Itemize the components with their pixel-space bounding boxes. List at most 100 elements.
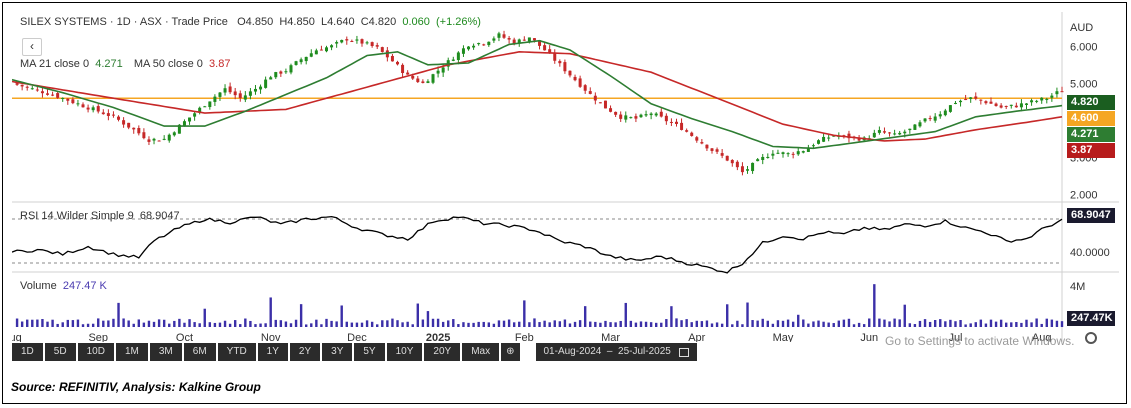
volume-bar <box>568 323 572 327</box>
candle-body <box>822 136 826 142</box>
candle-body <box>776 152 780 154</box>
volume-bar <box>862 324 866 327</box>
candle-body <box>538 40 542 46</box>
high-value: 4.850 <box>287 16 315 28</box>
back-button[interactable]: ‹ <box>22 38 42 56</box>
volume-bar <box>710 323 714 327</box>
volume-bar <box>883 319 886 327</box>
volume-bar <box>644 321 648 327</box>
volume-bar <box>847 318 851 327</box>
volume-bar <box>183 322 186 327</box>
volume-bar <box>756 320 759 327</box>
volume-bar <box>558 321 562 327</box>
candle-body <box>15 83 19 85</box>
range-button-10d[interactable]: 10D <box>77 343 114 361</box>
candle-body <box>203 106 207 108</box>
candle-body <box>882 131 886 133</box>
candle-body <box>1060 91 1064 93</box>
volume-bar <box>705 320 709 327</box>
volume-bar <box>41 319 44 327</box>
ma50-label: MA 50 close 0 <box>133 58 203 70</box>
candle-body <box>984 101 988 104</box>
candle-body <box>761 156 765 161</box>
candle-body <box>86 107 90 110</box>
x-axis-label: Mar <box>601 332 620 342</box>
volume-bar <box>954 321 957 327</box>
candle-body <box>299 59 303 63</box>
candle-body <box>152 138 156 141</box>
candle-body <box>857 137 861 141</box>
candle-body <box>30 88 34 90</box>
candle-body <box>532 38 536 41</box>
candle-body <box>989 101 993 104</box>
candle-body <box>319 49 323 51</box>
candle-body <box>309 53 313 57</box>
volume-bar <box>472 322 475 327</box>
volume-bar <box>761 318 764 327</box>
range-button-3y[interactable]: 3Y <box>322 343 353 361</box>
volume-axis-label: 4M <box>1070 281 1085 293</box>
candle-body <box>938 114 942 117</box>
rsi-mid-level-label: 40.0000 <box>1070 247 1110 259</box>
calendar-icon[interactable] <box>678 347 689 357</box>
volume-bar <box>233 320 237 327</box>
candle-body <box>324 47 328 52</box>
volume-bar <box>76 319 80 327</box>
volume-bar <box>330 320 333 327</box>
candle-body <box>543 45 547 51</box>
range-settings-icon[interactable]: ⊕ <box>501 343 520 361</box>
candle-body <box>350 41 354 43</box>
range-button-max[interactable]: Max <box>462 343 500 361</box>
volume-bar <box>665 319 668 327</box>
ma50-price-tag: 3.87 <box>1067 143 1115 158</box>
candle-body <box>974 96 978 99</box>
candle-body <box>228 86 232 93</box>
candle-body <box>710 148 714 151</box>
range-button-3m[interactable]: 3M <box>149 343 182 361</box>
volume-bar <box>583 306 587 327</box>
volume-bar <box>533 318 536 327</box>
candle-body <box>603 100 607 109</box>
candle-body <box>730 160 734 164</box>
candle-body <box>274 72 278 78</box>
range-button-5y[interactable]: 5Y <box>354 343 385 361</box>
date-range-picker[interactable]: 01-Aug-2024 – 25-Jul-2025 <box>535 343 697 361</box>
volume-bar <box>923 319 927 327</box>
volume-bar <box>984 323 988 327</box>
candle-body <box>248 91 252 96</box>
candle-body <box>284 71 288 73</box>
volume-bar <box>112 318 115 327</box>
volume-bar <box>320 324 323 327</box>
range-button-1m[interactable]: 1M <box>115 343 148 361</box>
volume-bar <box>523 300 526 327</box>
x-axis-label: Oct <box>176 332 193 342</box>
volume-bar <box>1050 319 1054 327</box>
range-button-1y[interactable]: 1Y <box>257 343 288 361</box>
range-button-ytd[interactable]: YTD <box>217 343 256 361</box>
range-button-1d[interactable]: 1D <box>12 343 43 361</box>
candle-body <box>426 81 430 84</box>
volume-bar <box>675 318 678 327</box>
volume-bar <box>386 320 389 327</box>
range-button-5d[interactable]: 5D <box>44 343 76 361</box>
candle-body <box>375 45 379 47</box>
candle-body <box>1055 91 1059 95</box>
candle-body <box>304 56 308 62</box>
volume-bar <box>56 323 59 327</box>
candle-body <box>953 102 957 104</box>
open-label: O <box>237 16 246 28</box>
price-chart-svg[interactable]: 6.0005.0004.0003.0002.00040.00004MAugSep… <box>12 12 1119 342</box>
range-button-2y[interactable]: 2Y <box>289 343 321 361</box>
settings-gear-icon[interactable] <box>1085 332 1097 344</box>
candle-body <box>786 153 790 155</box>
range-button-10y[interactable]: 10Y <box>386 343 423 361</box>
volume-bar <box>436 318 440 327</box>
range-button-20y[interactable]: 20Y <box>424 343 461 361</box>
volume-bar <box>51 319 54 327</box>
volume-bar <box>959 319 962 327</box>
range-button-6m[interactable]: 6M <box>183 343 216 361</box>
close-label: C <box>360 16 369 28</box>
volume-bar <box>1035 318 1038 327</box>
volume-bar <box>1025 319 1028 327</box>
candle-body <box>122 120 126 125</box>
